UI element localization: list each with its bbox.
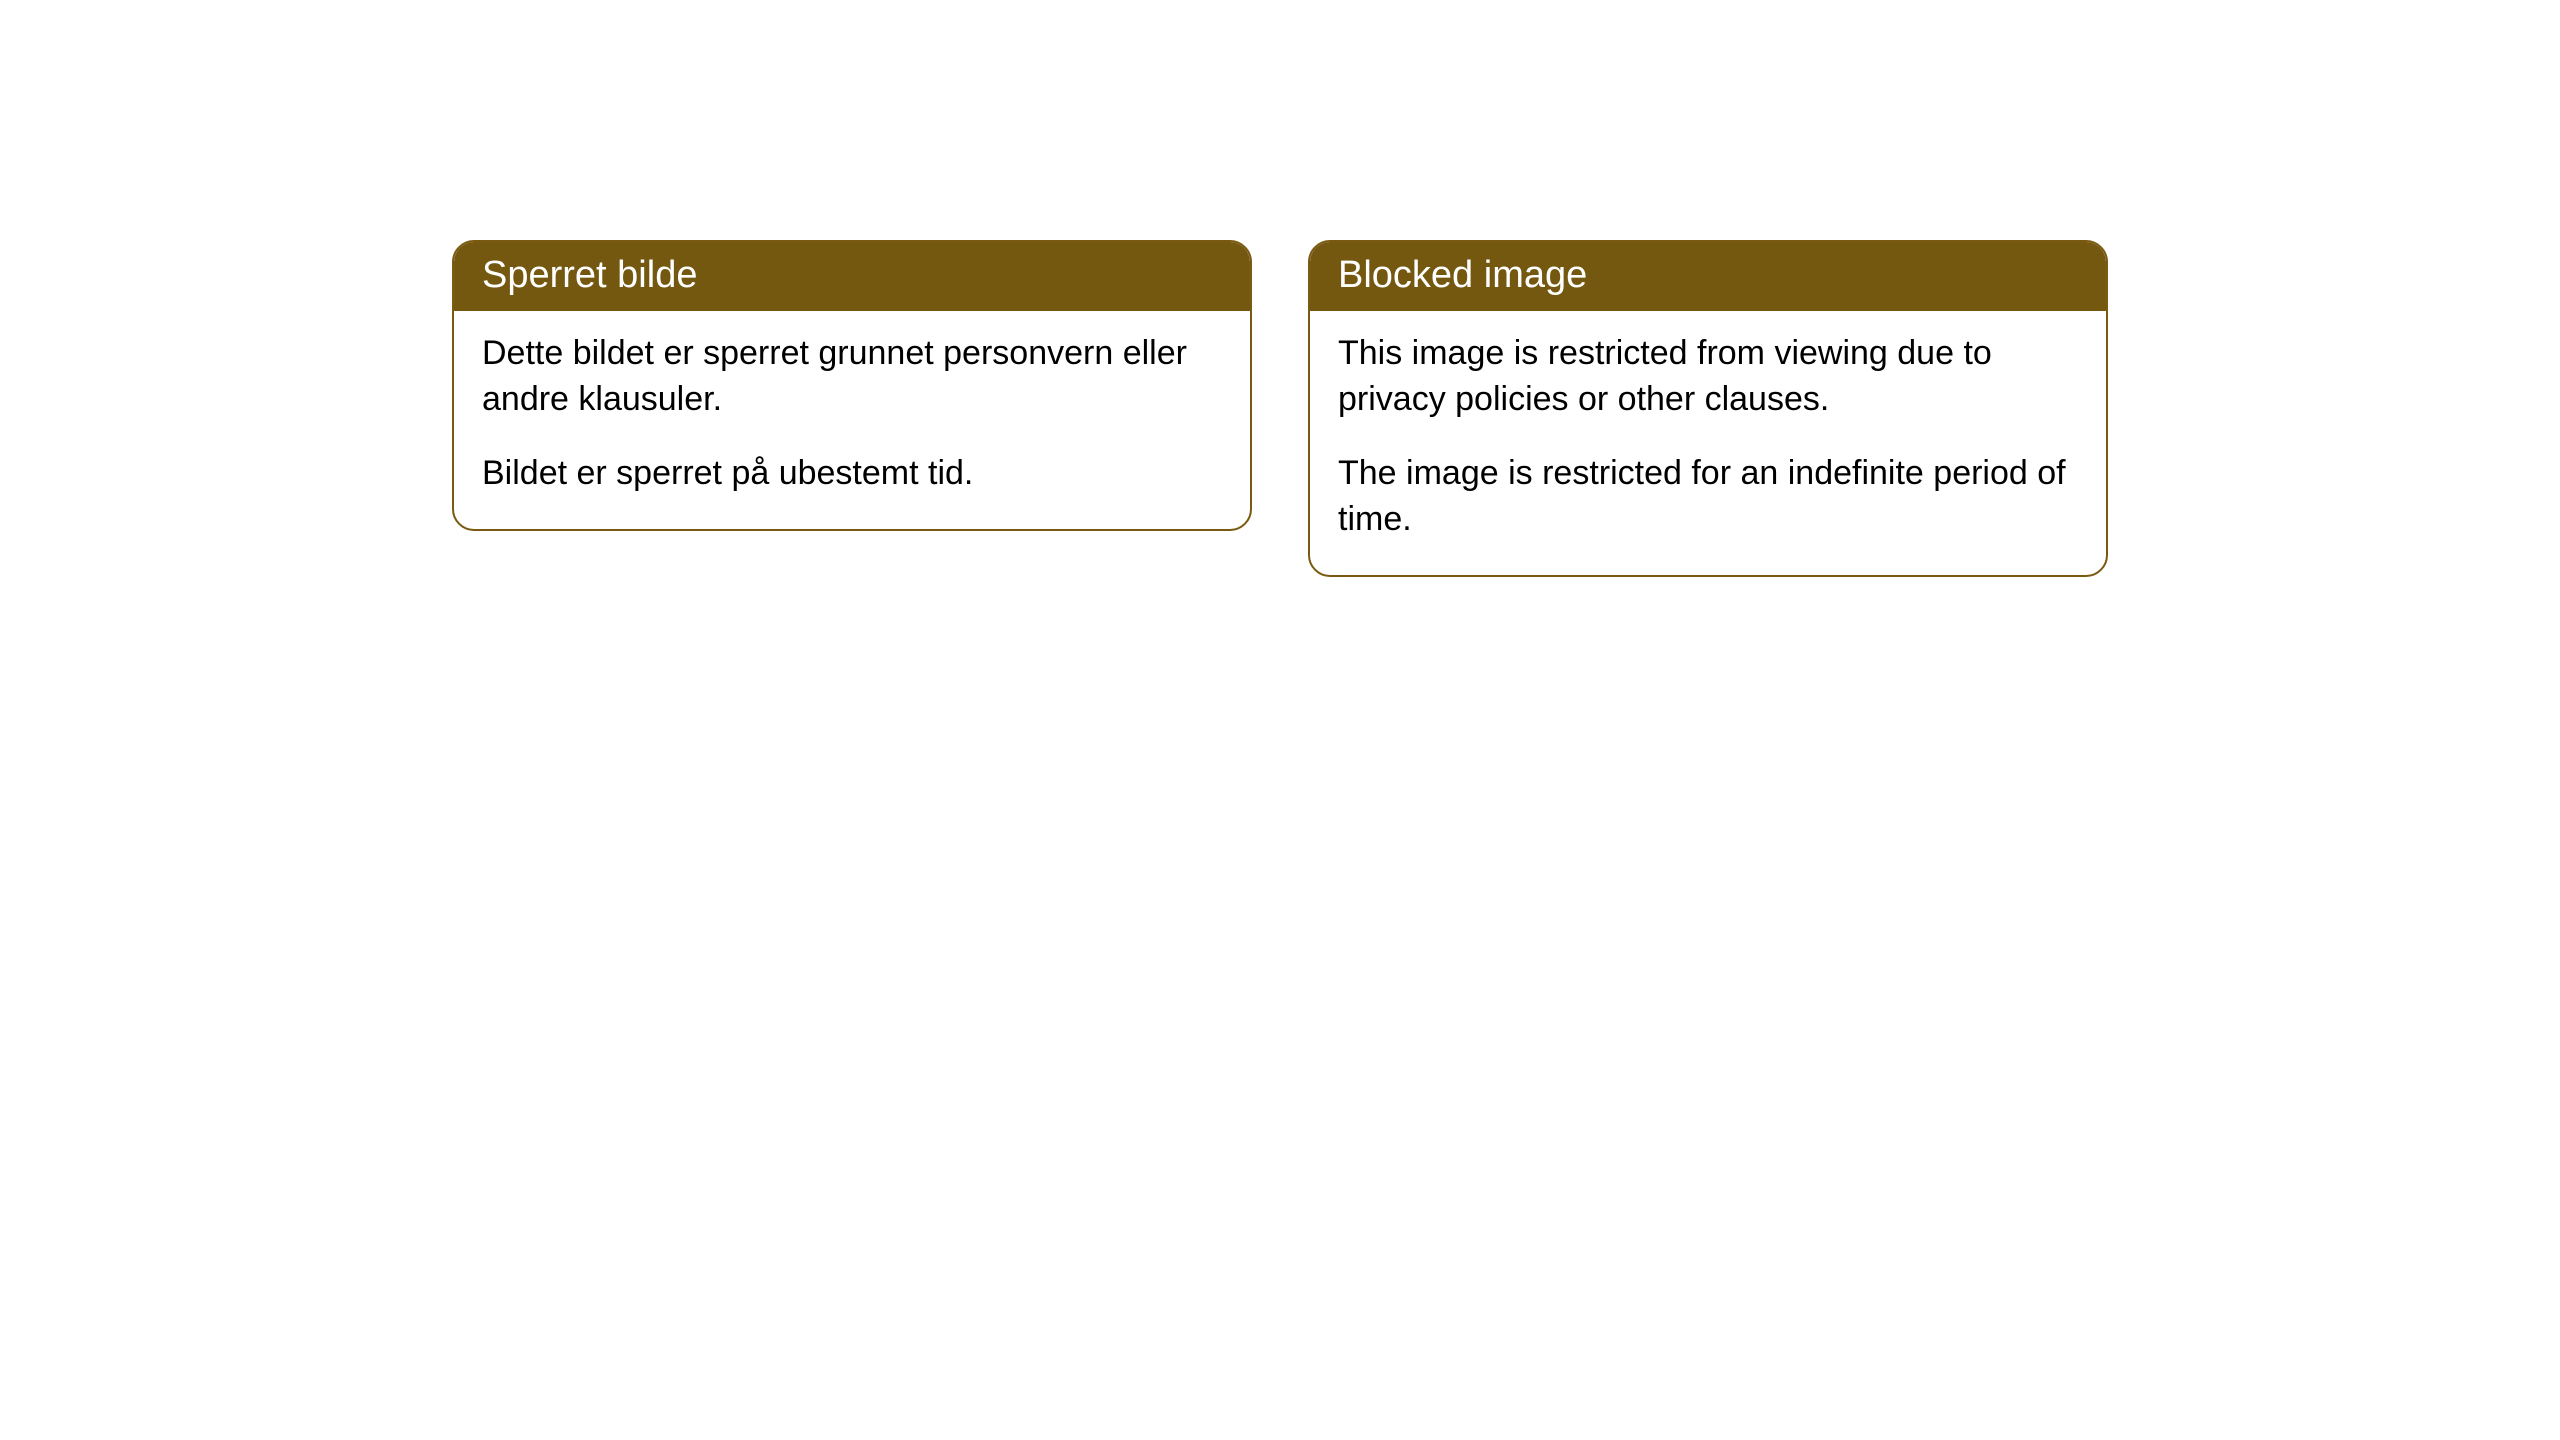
card-header-title: Blocked image [1338, 254, 1587, 296]
notice-card-english: Blocked image This image is restricted f… [1308, 240, 2108, 577]
card-body-paragraph: Dette bildet er sperret grunnet personve… [482, 331, 1222, 423]
card-header-title: Sperret bilde [482, 254, 697, 296]
card-body: Dette bildet er sperret grunnet personve… [454, 311, 1250, 529]
card-body-paragraph: The image is restricted for an indefinit… [1338, 451, 2078, 543]
card-header: Sperret bilde [454, 242, 1250, 311]
card-body-paragraph: Bildet er sperret på ubestemt tid. [482, 451, 1222, 497]
card-body-paragraph: This image is restricted from viewing du… [1338, 331, 2078, 423]
notice-container: Sperret bilde Dette bildet er sperret gr… [452, 240, 2108, 1440]
notice-card-norwegian: Sperret bilde Dette bildet er sperret gr… [452, 240, 1252, 531]
card-header: Blocked image [1310, 242, 2106, 311]
card-body: This image is restricted from viewing du… [1310, 311, 2106, 575]
